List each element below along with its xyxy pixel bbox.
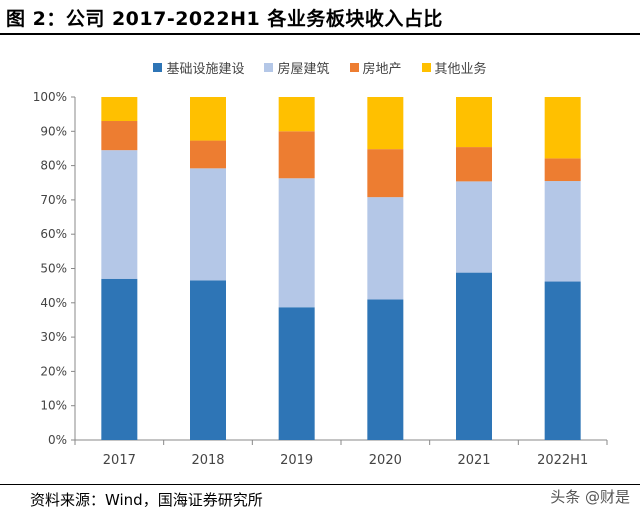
y-tick-label: 30% [40, 330, 67, 344]
legend-label: 房屋建筑 [277, 62, 330, 77]
source-divider [0, 484, 640, 485]
bar-segment [101, 121, 138, 151]
x-tick-label: 2018 [191, 453, 224, 468]
bar-segment [456, 147, 492, 182]
bar-segment [456, 181, 492, 273]
bar-segment [190, 280, 226, 440]
x-tick-label: 2019 [280, 453, 313, 468]
y-tick-label: 0% [48, 433, 67, 447]
x-tick-label: 2017 [103, 453, 136, 468]
bar-segment [367, 197, 404, 300]
legend-item: 基础设施建设 [153, 58, 244, 77]
source-note: 资料来源：Wind，国海证券研究所 [30, 491, 263, 509]
bar-segment [544, 158, 581, 182]
bar-segment [544, 281, 581, 440]
chart-legend: 基础设施建设 房屋建筑 房地产 其他业务 [0, 58, 640, 77]
y-tick-label: 80% [40, 159, 67, 173]
bar-segment [278, 307, 315, 440]
bar-segment [367, 97, 404, 150]
bar-segment [101, 150, 138, 279]
bar-segment [367, 149, 404, 198]
bar-segment [190, 97, 226, 141]
y-tick-label: 50% [40, 262, 67, 276]
y-tick-label: 90% [40, 124, 67, 138]
x-tick-label: 2021 [457, 453, 490, 468]
legend-label: 其他业务 [434, 62, 487, 77]
legend-label: 基础设施建设 [166, 62, 245, 77]
x-tick-label: 2022H1 [537, 453, 588, 468]
y-tick-label: 70% [40, 193, 67, 207]
bar-segment [101, 278, 138, 440]
legend-item: 房屋建筑 [264, 58, 330, 77]
bar-segment [190, 140, 226, 169]
legend-item: 房地产 [349, 58, 402, 77]
bar-segment [456, 97, 492, 148]
bar-segment [190, 168, 226, 281]
y-tick-label: 10% [40, 399, 67, 413]
legend-item: 其他业务 [421, 58, 487, 77]
legend-swatch [264, 63, 274, 72]
y-tick-label: 100% [33, 90, 67, 104]
legend-swatch [421, 63, 431, 72]
legend-label: 房地产 [362, 62, 402, 77]
bar-segment [544, 181, 581, 282]
bar-segment [278, 97, 315, 132]
x-tick-label: 2020 [369, 453, 402, 468]
y-tick-label: 60% [40, 227, 67, 241]
bar-segment [278, 131, 315, 179]
bar-segment [544, 97, 581, 159]
bar-segment [278, 178, 315, 308]
legend-swatch [349, 63, 359, 72]
y-tick-label: 40% [40, 296, 67, 310]
title-divider [0, 33, 640, 35]
bar-segment [456, 272, 492, 440]
bar-segment [367, 299, 404, 440]
chart-title: 图 2：公司 2017-2022H1 各业务板块收入占比 [6, 8, 443, 30]
bar-segment [101, 97, 138, 122]
stacked-bar-chart: 0% 10% 20% 30% 40% 50% 60% 70% 80% 90% 100% 2017 201… [33, 90, 608, 468]
watermark: 头条 @财是 [548, 486, 632, 507]
legend-swatch [153, 63, 163, 72]
y-tick-label: 20% [40, 364, 67, 378]
